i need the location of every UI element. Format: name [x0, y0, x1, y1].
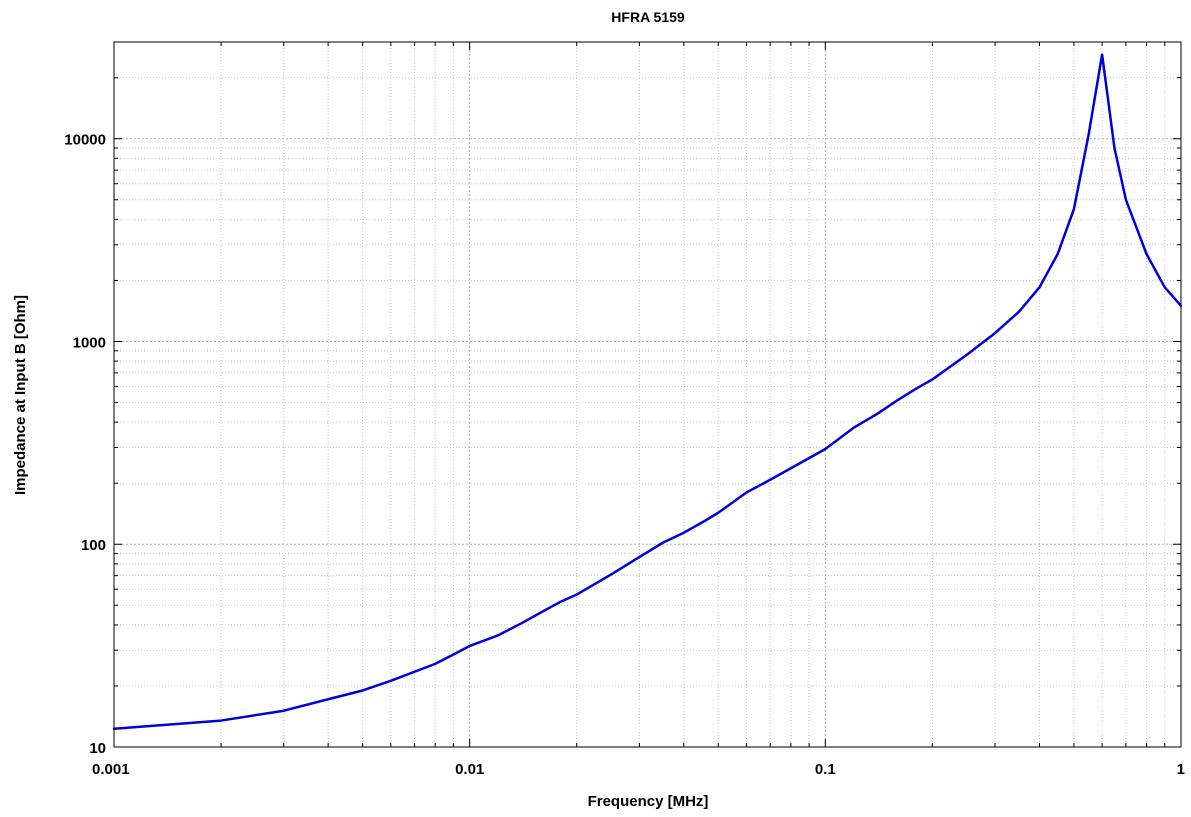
x-tick-label: 0.001: [92, 761, 130, 778]
x-tick-label: 1: [1177, 761, 1185, 778]
x-tick-label: 0.1: [815, 761, 836, 778]
y-tick-label: 10: [89, 740, 106, 757]
x-tick-labels: 0.001 0.01 0.1 1: [92, 761, 1185, 778]
impedance-series-line: [112, 53, 1183, 731]
tick-marks: [113, 41, 1182, 748]
chart-title: HFRA 5159: [611, 9, 685, 25]
series-layer: [112, 53, 1183, 731]
y-tick-label: 10000: [64, 132, 106, 149]
y-tick-labels: 10 100 1000 10000: [64, 132, 106, 757]
x-axis-label: Frequency [MHz]: [588, 793, 709, 810]
plot-frame: [113, 41, 1182, 748]
x-tick-label: 0.01: [455, 761, 484, 778]
y-axis-label: Impedance at Input B [Ohm]: [12, 295, 29, 495]
y-tick-label: 1000: [73, 334, 106, 351]
y-tick-label: 100: [81, 537, 106, 554]
